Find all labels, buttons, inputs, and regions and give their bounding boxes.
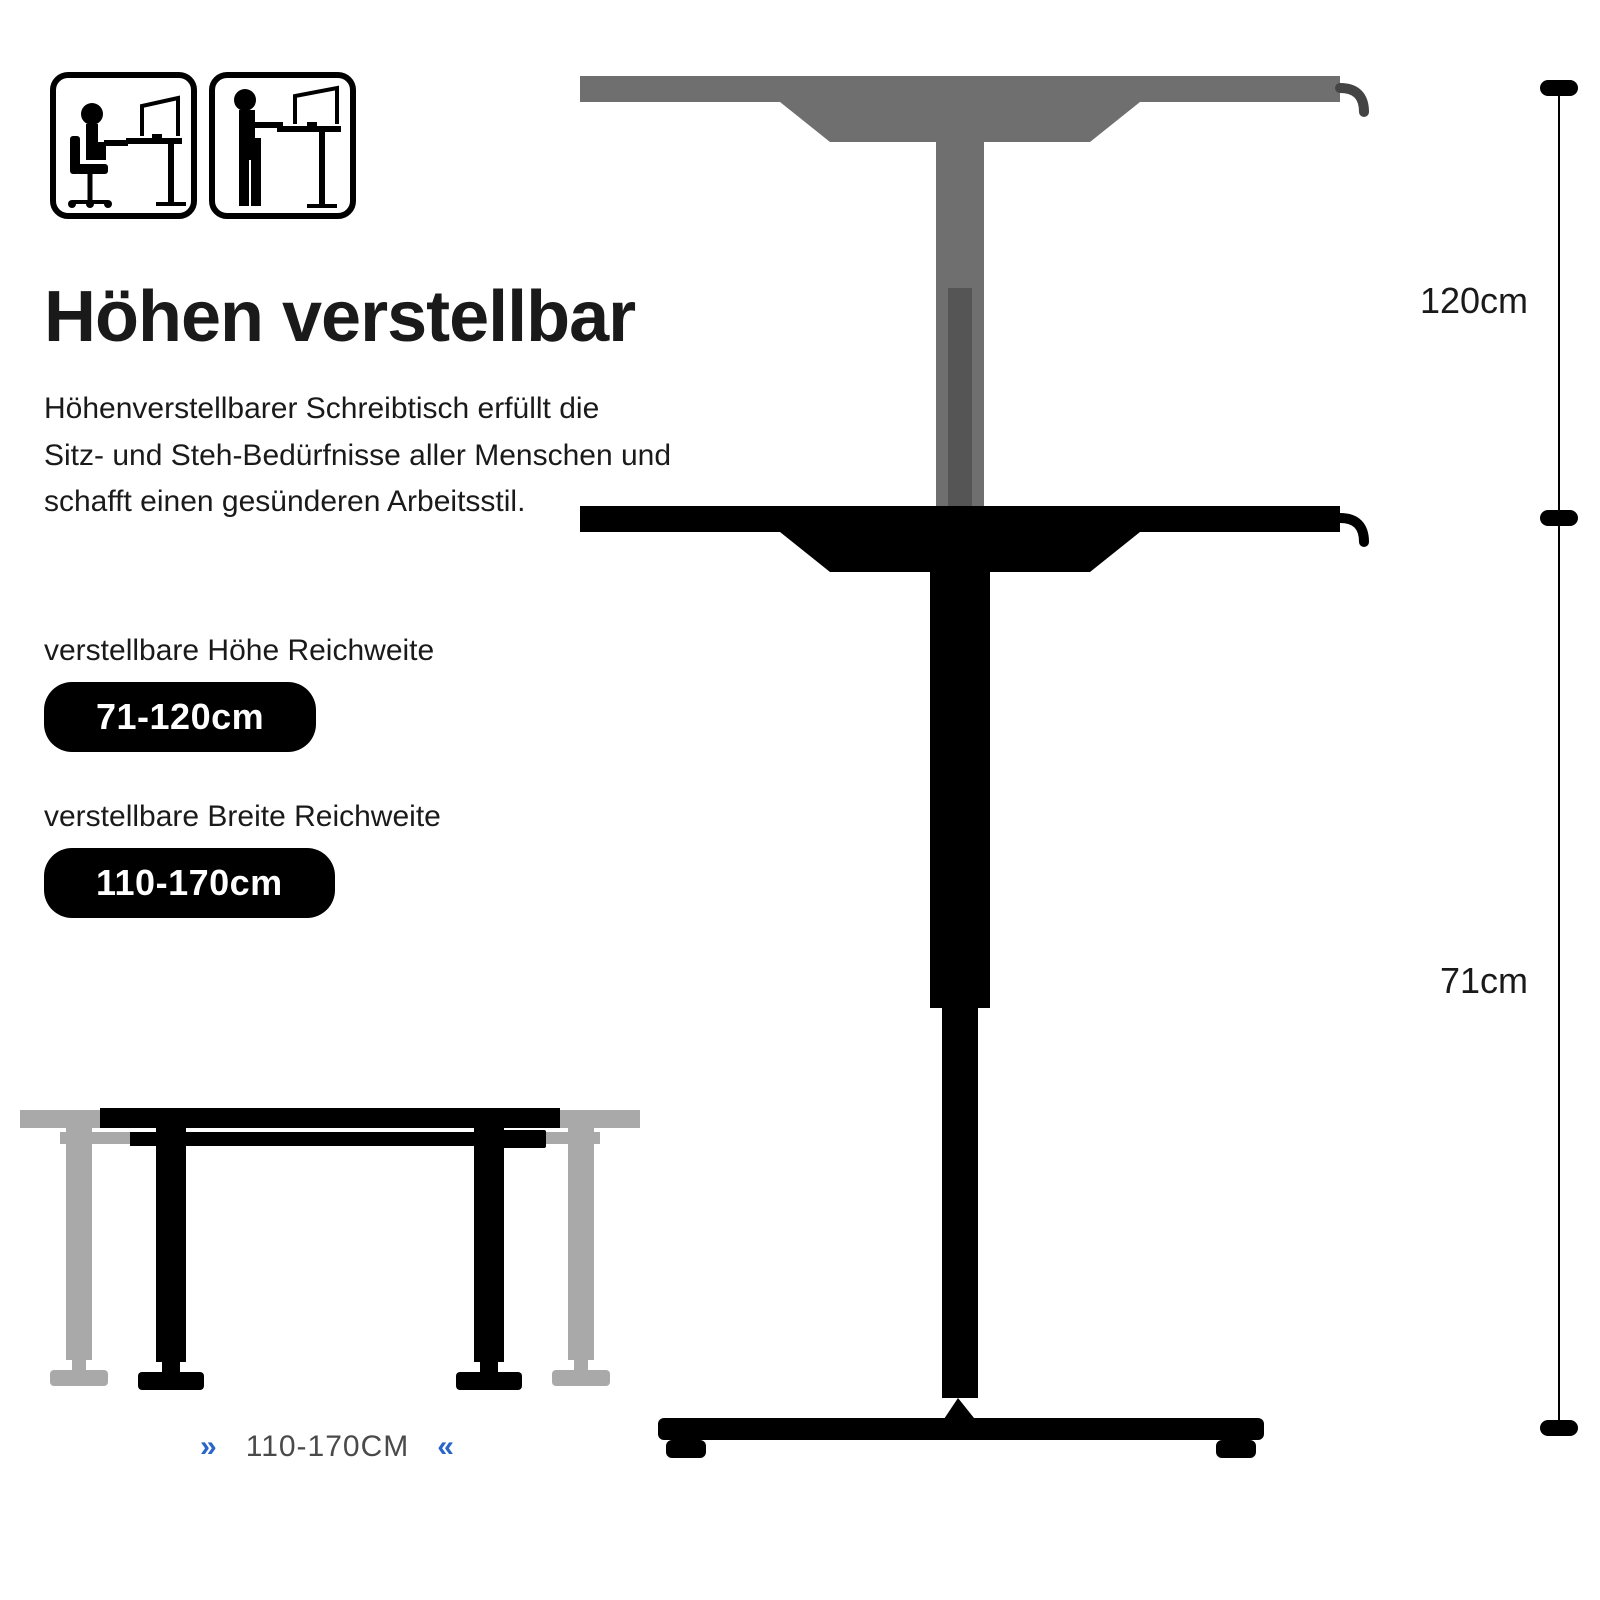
measure-tick-bottom bbox=[1540, 1420, 1578, 1436]
desk-side-view-diagram bbox=[570, 68, 1460, 1488]
spec-height-value-pill: 71-120cm bbox=[44, 682, 316, 752]
standing-at-desk-icon bbox=[209, 72, 356, 219]
measure-line bbox=[1558, 88, 1560, 1428]
spec-width-value-pill: 110-170cm bbox=[44, 848, 335, 918]
measure-tick-mid bbox=[1540, 510, 1578, 526]
spec-width-label: verstellbare Breite Reichweite bbox=[44, 800, 441, 834]
height-measure-scale: 120cm 71cm bbox=[1468, 80, 1578, 1450]
measure-label-max: 120cm bbox=[1420, 280, 1528, 322]
width-range-value: 110-170CM bbox=[246, 1430, 410, 1463]
spec-width: verstellbare Breite Reichweite 110-170cm bbox=[44, 800, 441, 918]
measure-tick-top bbox=[1540, 80, 1578, 96]
chevron-right-icon: » bbox=[200, 1430, 218, 1463]
posture-icon-row bbox=[50, 72, 356, 219]
spec-height-label: verstellbare Höhe Reichweite bbox=[44, 634, 434, 668]
sitting-at-desk-icon bbox=[50, 72, 197, 219]
headline: Höhen verstellbar bbox=[44, 276, 635, 358]
desk-front-view-diagram bbox=[20, 1070, 640, 1400]
chevron-left-icon: « bbox=[437, 1430, 455, 1463]
measure-label-min: 71cm bbox=[1440, 960, 1528, 1002]
width-range-label: » 110-170CM « bbox=[40, 1430, 615, 1464]
spec-height: verstellbare Höhe Reichweite 71-120cm bbox=[44, 634, 434, 752]
infographic-canvas: Höhen verstellbar Höhenverstellbarer Sch… bbox=[0, 0, 1600, 1600]
